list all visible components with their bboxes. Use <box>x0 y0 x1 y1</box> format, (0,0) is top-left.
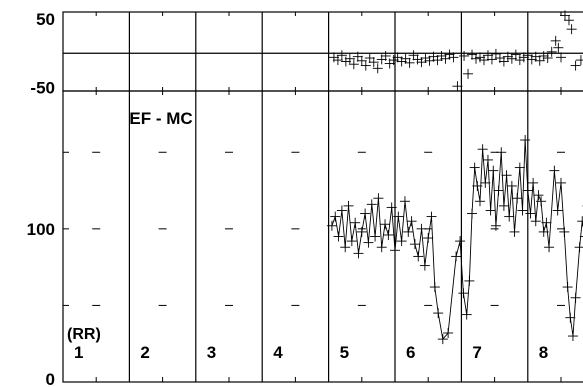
x-category-label: 3 <box>207 343 216 362</box>
x-category-label: 4 <box>273 343 283 362</box>
x-category-label: 5 <box>340 343 349 362</box>
bottom-y-tick-label: 100 <box>27 220 55 239</box>
bottom-series-line <box>331 139 583 341</box>
annotations: EF - MC3 - 4(RR) <box>67 109 193 343</box>
x-category-label: 1 <box>74 343 83 362</box>
x-category-label: 7 <box>472 343 481 362</box>
top-y-tick-label: 50 <box>36 10 55 29</box>
panel-annotation: (RR) <box>67 326 101 343</box>
top-panel-frame <box>62 11 583 92</box>
x-category-label: 6 <box>406 343 415 362</box>
plot-frames <box>62 11 583 383</box>
x-category-label: 2 <box>140 343 149 362</box>
x-category-labels: 1 2 3 4 5 6 7 8 <box>74 343 548 362</box>
bottom-panel-series <box>326 135 583 345</box>
top-panel-series <box>328 10 583 92</box>
x-category-label: 8 <box>539 343 548 362</box>
bottom-panel-frame <box>62 90 583 383</box>
panel-annotation: EF - MC <box>129 109 192 128</box>
y-tick-labels: 50 -50 100 0 <box>27 10 55 387</box>
top-y-tick-label: -50 <box>30 79 55 98</box>
bottom-y-tick-label: 0 <box>46 370 55 387</box>
tick-marks <box>63 12 565 382</box>
